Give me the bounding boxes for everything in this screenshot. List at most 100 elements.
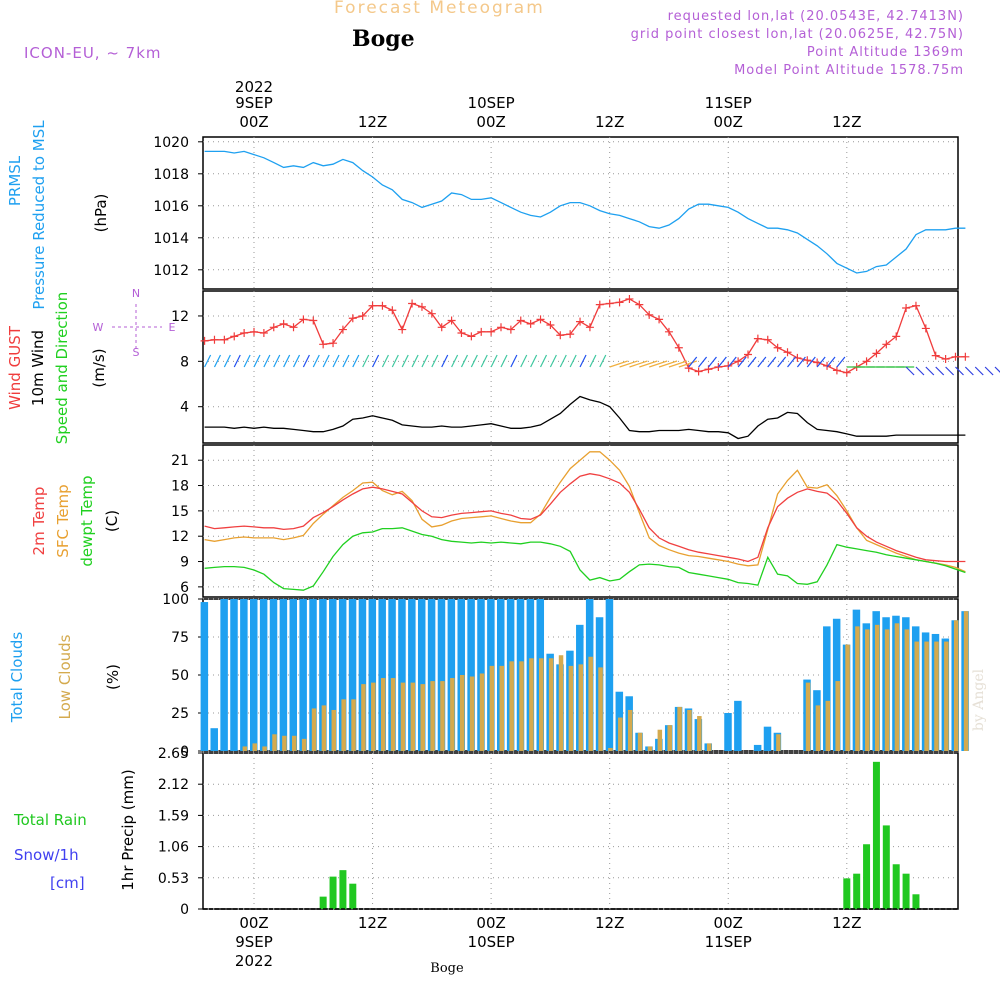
- low-cloud-bar: [944, 641, 949, 751]
- top-date-label: 9SEP: [235, 94, 273, 112]
- y-tick-label: 100: [162, 592, 189, 608]
- low-cloud-bar: [706, 743, 712, 751]
- gust-marker: [694, 367, 703, 376]
- y-tick-label: 1.59: [158, 808, 189, 824]
- gust-marker: [279, 319, 288, 328]
- gust-marker: [526, 319, 535, 328]
- low-cloud-bar: [637, 732, 643, 751]
- gust-marker: [753, 334, 762, 343]
- low-cloud-bar: [519, 661, 524, 751]
- low-cloud-bar: [776, 734, 781, 751]
- low-cloud-bar: [568, 665, 574, 751]
- gust-marker: [487, 327, 496, 336]
- wind-direction-arrow: [935, 366, 945, 376]
- wind-direction-arrow: [974, 366, 984, 376]
- temp-2m-label: 2m Temp: [30, 487, 48, 556]
- wind-direction-arrow: [352, 354, 360, 368]
- low-clouds-label: Low Clouds: [56, 634, 74, 719]
- gust-marker: [408, 299, 417, 308]
- gust-marker: [506, 325, 515, 334]
- total-cloud-bar: [240, 599, 248, 751]
- total-clouds-label: Total Clouds: [8, 632, 26, 724]
- wind-direction-arrow: [411, 354, 419, 368]
- wind-unit-label: (m/s): [90, 348, 108, 387]
- y-tick-label: 6: [180, 580, 189, 596]
- gust-marker: [773, 343, 782, 352]
- gust-marker: [911, 301, 920, 310]
- low-cloud-bar: [548, 658, 554, 751]
- compass-w-label: W: [93, 321, 104, 334]
- low-cloud-bar: [677, 706, 682, 751]
- gust-marker: [645, 310, 654, 319]
- low-cloud-bar: [914, 641, 919, 751]
- low-cloud-bar: [697, 716, 702, 751]
- wind-direction-arrow: [737, 356, 747, 368]
- gust-marker: [497, 323, 505, 332]
- y-tick-label: 1020: [153, 135, 189, 151]
- top-date-label: 11SEP: [705, 94, 752, 112]
- wind-direction-arrow: [312, 354, 320, 368]
- wind-direction-arrow: [539, 354, 548, 368]
- wind-direction-arrow: [994, 366, 1000, 373]
- gust-marker: [763, 335, 772, 344]
- bottom-tick-label: 12Z: [358, 914, 387, 932]
- low-cloud-bar: [904, 629, 910, 751]
- low-cloud-bar: [934, 641, 939, 751]
- y-tick-label: 15: [171, 504, 189, 520]
- low-cloud-bar: [815, 705, 821, 751]
- rain-bar: [339, 870, 347, 909]
- top-date-label: 10SEP: [468, 94, 515, 112]
- total-cloud-bar: [753, 744, 762, 751]
- bottom-tick-label: 00Z: [476, 914, 505, 932]
- total-cloud-bar: [378, 599, 386, 751]
- bottom-tick-label: 12Z: [832, 914, 861, 932]
- low-cloud-bar: [647, 746, 653, 751]
- wind-direction-arrow: [549, 354, 557, 368]
- total-cloud-bar: [210, 728, 218, 751]
- y-tick-label: 18: [171, 479, 189, 495]
- wind-direction-arrow: [470, 354, 478, 368]
- total-cloud-bar: [734, 700, 742, 751]
- compass-s-label: S: [133, 346, 140, 359]
- total-cloud-bar: [279, 599, 288, 751]
- y-tick-label: 2.12: [158, 777, 189, 793]
- top-tick-label: 12Z: [595, 113, 624, 131]
- rain-bar: [319, 896, 327, 909]
- compass-n-label: N: [132, 287, 140, 300]
- low-cloud-bar: [321, 705, 327, 751]
- gust-marker: [378, 301, 387, 310]
- total-cloud-bar: [388, 599, 396, 751]
- pressure-unit-label: (hPa): [92, 194, 110, 233]
- rain-bar: [329, 876, 337, 909]
- gust-marker: [338, 325, 347, 334]
- gust-marker: [269, 323, 278, 332]
- y-tick-label: 4: [180, 400, 189, 416]
- gust-marker: [892, 332, 901, 341]
- total-cloud-bar: [763, 726, 772, 751]
- y-tick-label: 21: [171, 453, 189, 469]
- wind-direction-arrow: [530, 354, 538, 368]
- y-tick-label: 1018: [153, 167, 189, 183]
- gust-marker: [536, 315, 545, 324]
- low-cloud-bar: [469, 676, 475, 751]
- gust-marker: [635, 300, 644, 309]
- low-cloud-bar: [361, 684, 366, 751]
- top-tick-label: 12Z: [832, 113, 861, 131]
- wind-direction-arrow: [451, 354, 459, 368]
- gust-marker: [625, 294, 634, 303]
- rain-bar: [349, 883, 357, 909]
- low-cloud-bar: [953, 620, 959, 751]
- wind-direction-arrow: [796, 356, 806, 368]
- sfc-temp-line: [204, 451, 966, 573]
- y-tick-label: 0: [180, 902, 189, 918]
- y-tick-label: 2.65: [158, 746, 189, 762]
- low-cloud-bar: [657, 729, 663, 751]
- wind-direction-arrow: [727, 356, 737, 368]
- wind-direction-arrow: [708, 356, 717, 368]
- gust-marker: [684, 364, 693, 373]
- low-cloud-bar: [341, 699, 346, 751]
- pressure-label-msl: Pressure Reduced to MSL: [30, 120, 48, 310]
- low-cloud-bar: [262, 746, 267, 751]
- bottom-tick-label: 12Z: [595, 914, 624, 932]
- wind-direction-arrow: [559, 354, 567, 368]
